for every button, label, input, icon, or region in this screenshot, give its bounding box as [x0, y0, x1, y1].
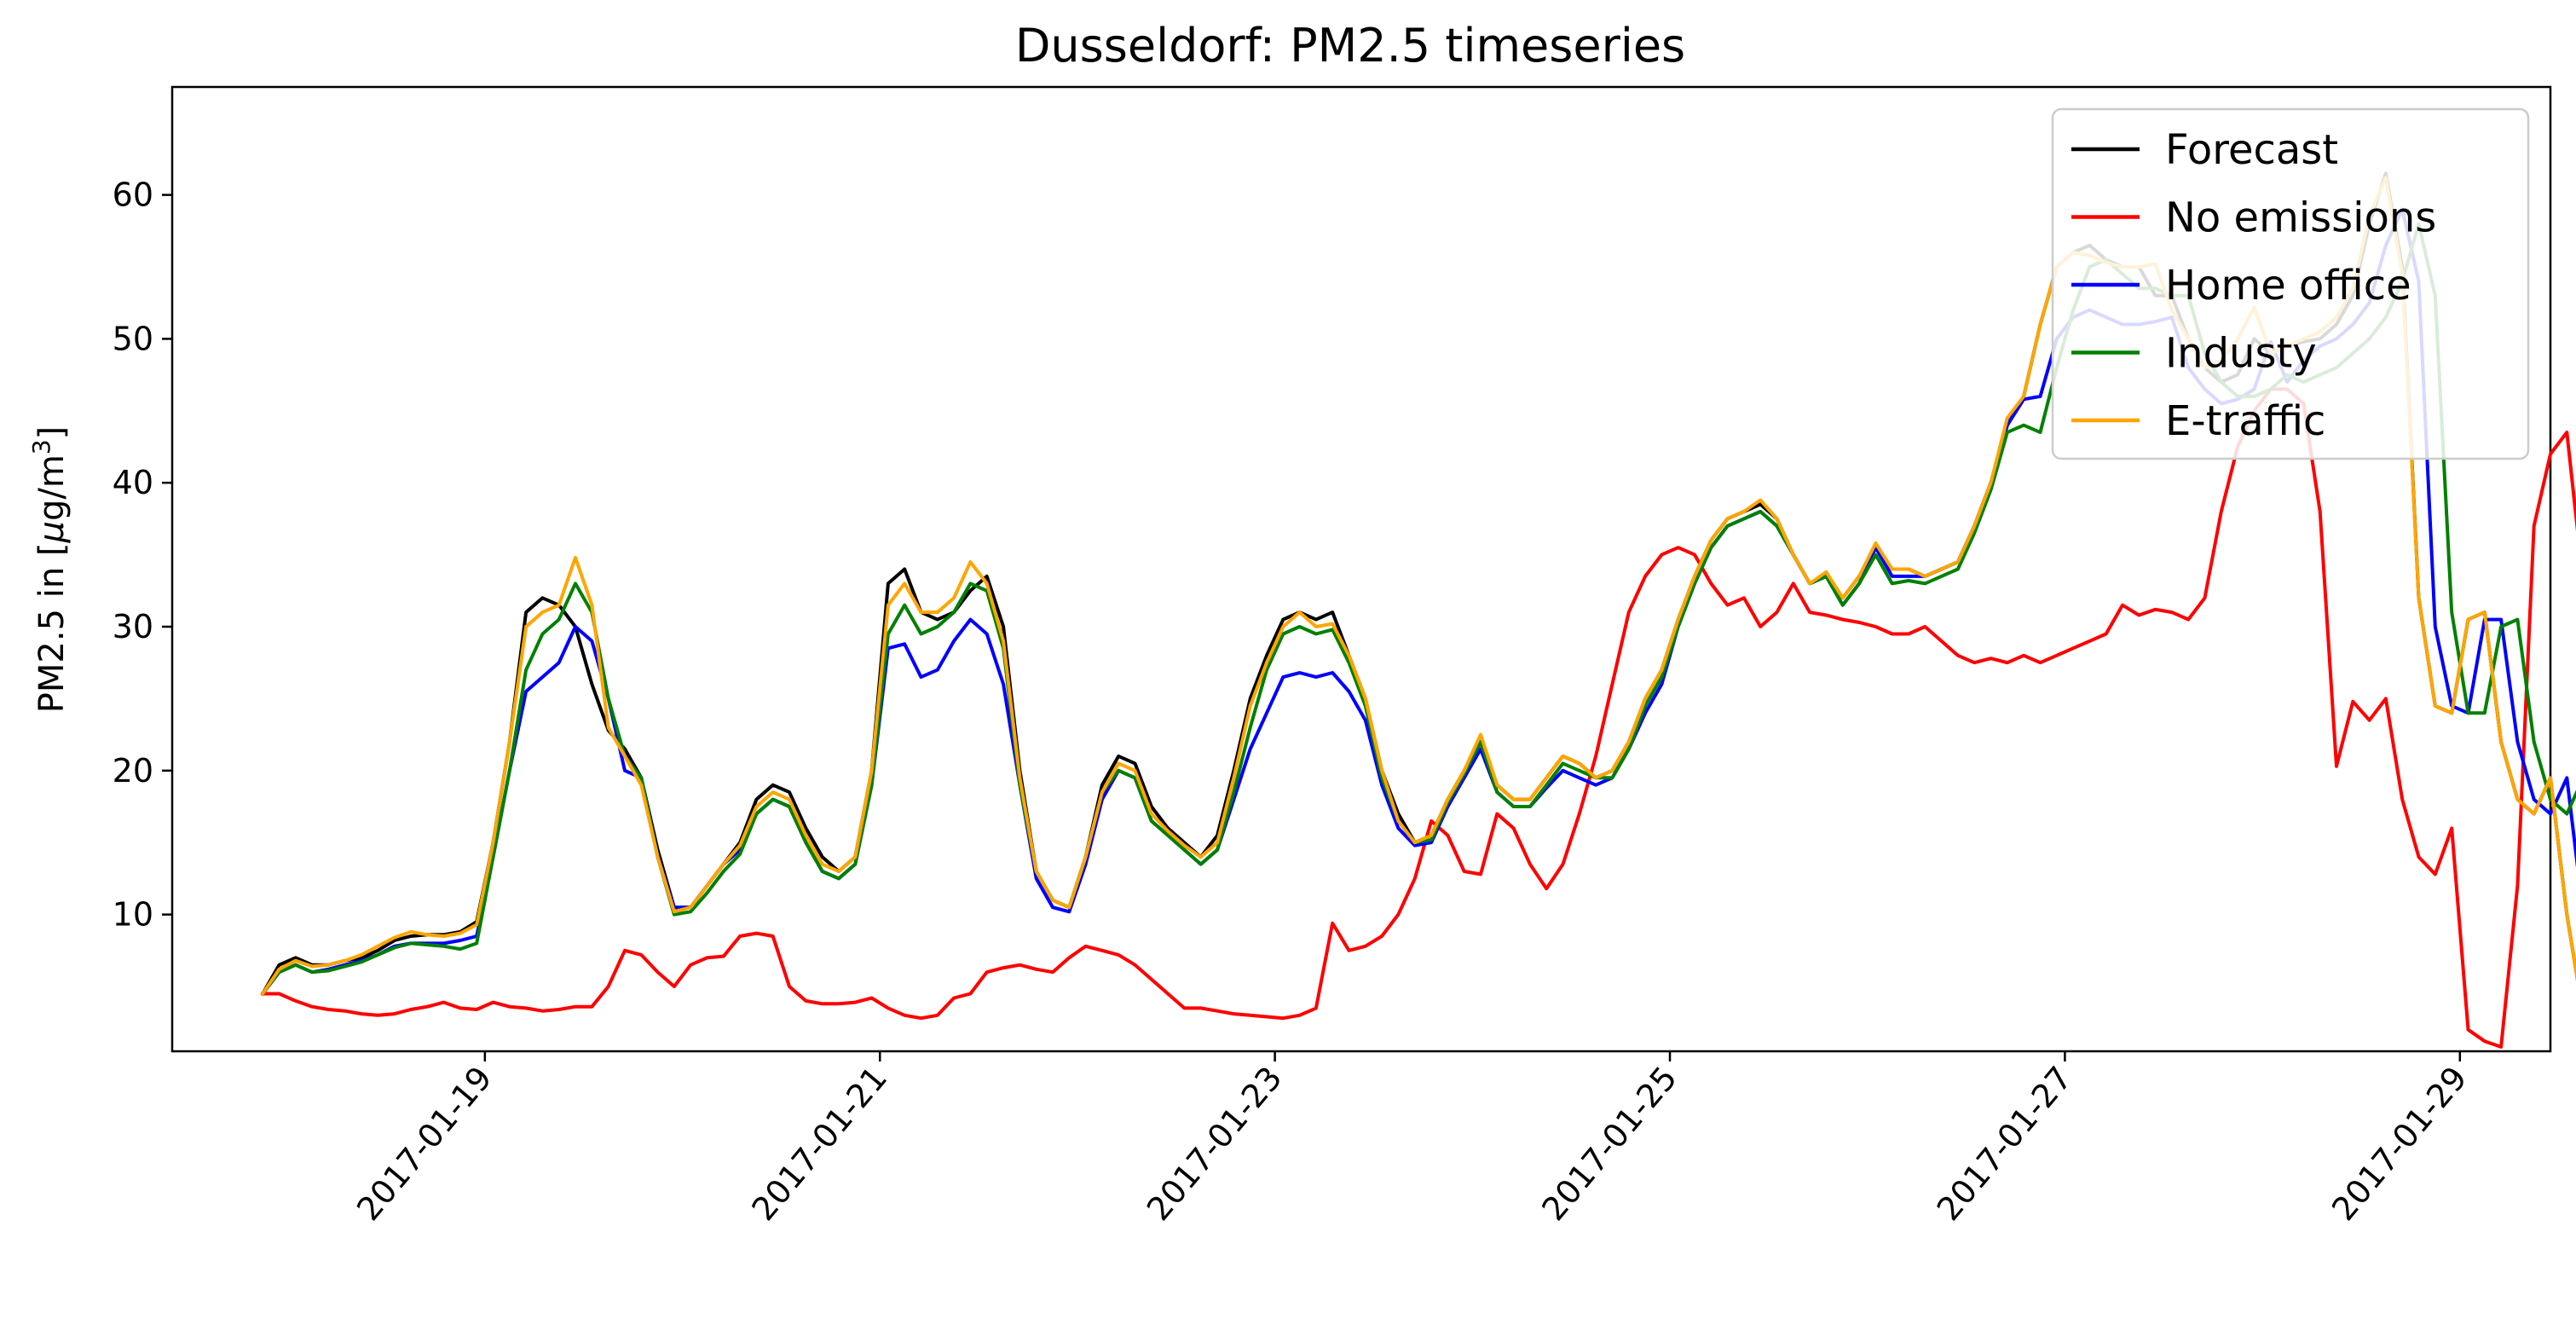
legend-label-no-emissions: No emissions	[2165, 194, 2436, 242]
legend-label-forecast: Forecast	[2165, 126, 2338, 174]
chart-title: Dusseldorf: PM2.5 timeseries	[1015, 19, 1685, 72]
legend-label-home-office: Home office	[2165, 262, 2411, 310]
y-tick-label: 40	[113, 464, 153, 501]
y-tick-label: 50	[113, 320, 153, 357]
y-axis-label-suffix: ]	[32, 426, 72, 440]
legend-items: Forecast No emissions Home office Industy E-…	[2071, 126, 2436, 445]
y-tick-label: 20	[113, 752, 153, 790]
y-axis-label: PM2.5 in [μg/m3]	[27, 426, 72, 713]
legend-label-industy: Industy	[2165, 330, 2317, 378]
legend: Forecast No emissions Home office Industy E-…	[2051, 107, 2530, 460]
y-axis-label-unit: g/m	[32, 454, 72, 521]
y-axis-label-prefix: PM2.5 in [	[32, 542, 72, 713]
legend-box	[2051, 107, 2530, 460]
y-tick-label: 60	[113, 176, 153, 214]
y-axis-label-mu: μ	[32, 521, 72, 543]
legend-label-e-traffic: E-traffic	[2165, 397, 2325, 445]
y-tick-label: 10	[113, 896, 153, 934]
y-axis: 10 20 30 40 50 60	[113, 176, 172, 934]
y-tick-label: 30	[113, 608, 153, 645]
y-axis-label-superscript: 3	[27, 439, 55, 454]
axes-frame	[170, 85, 2552, 1053]
